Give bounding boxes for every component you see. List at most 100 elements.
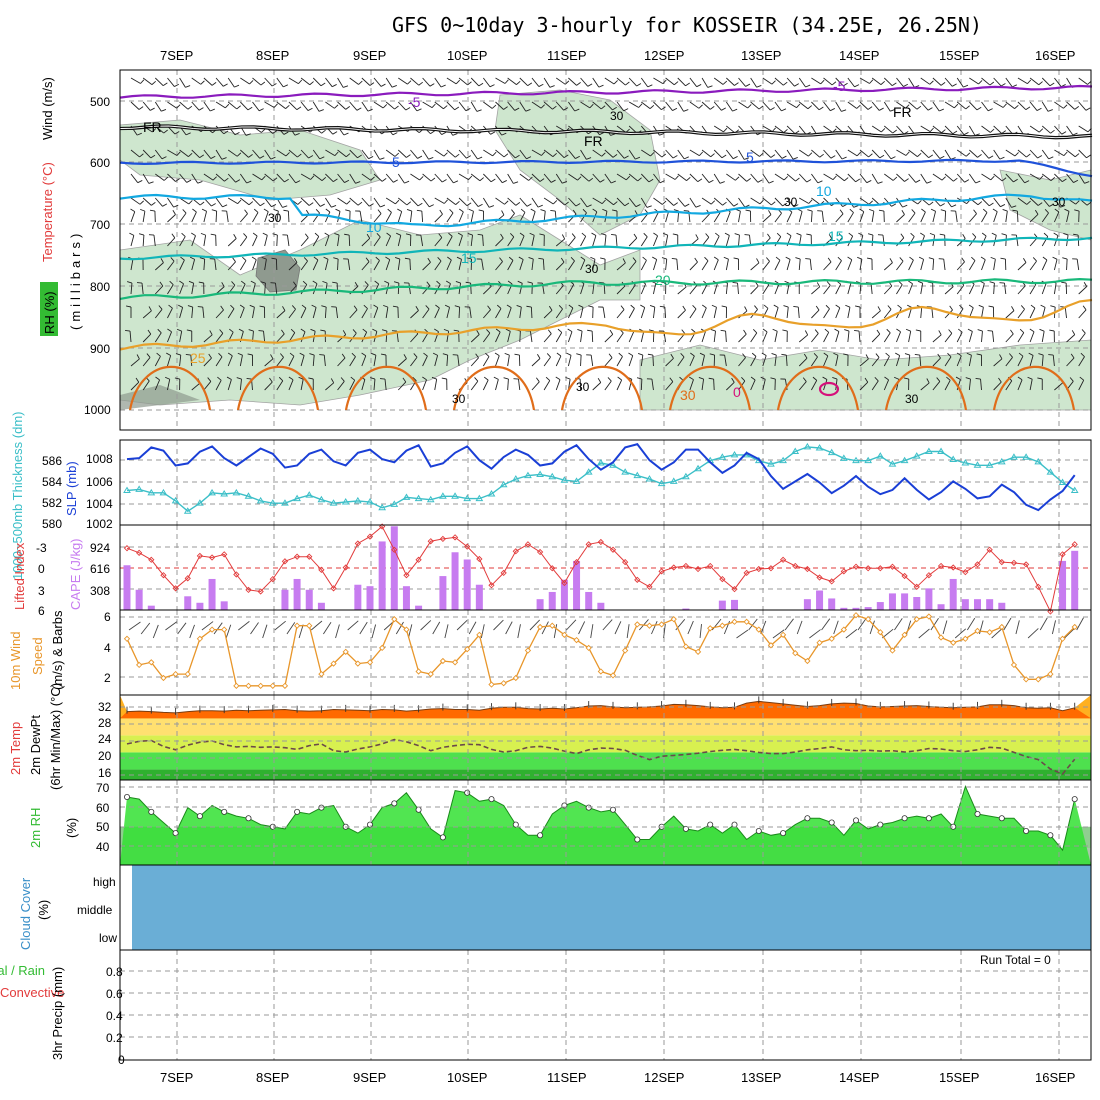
wind-barb xyxy=(762,261,770,271)
thickness-tick: 584 xyxy=(42,475,62,489)
wind-barb-feather xyxy=(478,82,484,87)
lifted-index-point xyxy=(136,549,143,556)
cape-bar xyxy=(682,608,690,610)
wind-barb-feather xyxy=(662,232,668,236)
wind-barb-feather xyxy=(630,304,635,309)
wind-barb xyxy=(373,307,379,319)
wind-barb-feather xyxy=(721,305,727,308)
wind-speed-point xyxy=(524,647,532,654)
wind-barb-feather xyxy=(1083,281,1088,287)
wind-barb xyxy=(774,236,782,247)
lifted-index-line xyxy=(126,525,1076,614)
wind-barb-feather xyxy=(796,232,802,236)
wind-barb xyxy=(1029,77,1040,86)
wind-barb-feather xyxy=(653,232,658,237)
wind-barb xyxy=(993,358,1003,367)
wind-barb-feather xyxy=(563,107,569,111)
wind10m-barb xyxy=(942,620,948,635)
wind10m-barb xyxy=(1051,620,1056,635)
wind-barb xyxy=(385,173,394,183)
wind-barb-feather xyxy=(807,209,813,212)
cape-bar xyxy=(184,596,192,610)
wind-barb-feather xyxy=(278,376,284,382)
wind-barb xyxy=(750,77,758,88)
lifted-index-point xyxy=(901,572,908,580)
lifted-index-point xyxy=(269,575,276,583)
wind-barb-feather xyxy=(352,329,357,334)
wind-barb-feather xyxy=(404,257,410,260)
wind-speed-point xyxy=(694,648,702,655)
contour-label-15: 15 xyxy=(461,250,477,266)
rh-point xyxy=(1023,828,1030,835)
cape-bar xyxy=(876,602,884,610)
wind-barb-feather xyxy=(549,85,555,88)
wind-barb-feather xyxy=(751,352,757,357)
wind-barb-feather xyxy=(928,154,934,159)
thickness-point xyxy=(511,475,520,482)
thickness-point xyxy=(669,477,678,484)
wind-barb-feather xyxy=(439,209,443,215)
wind-barb xyxy=(835,283,842,295)
wind-barb-feather xyxy=(162,82,168,87)
wind-barb-feather xyxy=(465,108,471,112)
wind-barb xyxy=(665,259,668,271)
wind-speed-point xyxy=(172,670,179,678)
wind-barb-feather xyxy=(698,376,704,380)
wind-barb-feather xyxy=(899,257,904,262)
wind-barb-feather xyxy=(623,108,629,112)
wind-barb-feather xyxy=(377,209,382,214)
wind-barb xyxy=(882,235,885,247)
wind-barb-feather xyxy=(833,352,839,356)
wind-barb xyxy=(676,259,679,271)
thickness-point xyxy=(572,477,581,484)
thickness-point xyxy=(135,485,144,492)
wind-barb-feather xyxy=(889,258,893,263)
wind-barb-feather xyxy=(868,200,873,205)
thickness-point xyxy=(621,468,630,475)
wind-barb-feather xyxy=(648,178,654,183)
contour-label-30: 30 xyxy=(680,387,696,403)
wind-barb xyxy=(859,211,865,223)
wind-barb-feather xyxy=(298,79,303,84)
wind-barb-feather xyxy=(759,152,764,157)
wind-barb xyxy=(325,173,334,182)
wind-barb-feather xyxy=(427,257,431,263)
wind-barb xyxy=(883,77,893,86)
wind-barb-feather xyxy=(248,329,254,332)
wind-barb-feather xyxy=(575,203,581,207)
date-label: 7SEP xyxy=(160,48,193,63)
wind-barb-feather xyxy=(261,175,266,181)
wind-barb xyxy=(555,101,564,111)
temp2m-series xyxy=(120,695,1091,780)
rh-contour-label: 30 xyxy=(784,195,798,209)
wind-barb-feather xyxy=(613,80,618,85)
wind-barb xyxy=(823,332,830,343)
wind-barb-feather xyxy=(880,80,885,85)
wind-barb xyxy=(823,101,831,111)
side-label-convective: Convective xyxy=(0,985,64,1000)
thickness-point xyxy=(183,507,192,514)
wind-barb-feather xyxy=(708,377,714,380)
wind-barb xyxy=(628,197,637,207)
wind-barb-feather xyxy=(886,328,891,334)
wind-barb xyxy=(203,211,207,223)
wind-barb xyxy=(482,197,490,208)
wind-barb-feather xyxy=(346,200,351,205)
wind-barb xyxy=(835,101,842,112)
cape-tick: 308 xyxy=(90,584,110,598)
wind-barb-feather xyxy=(567,328,573,332)
wind-barb-feather xyxy=(147,329,152,335)
wind-barb xyxy=(1005,173,1014,183)
lifted-index-point xyxy=(707,562,714,570)
wind-barb xyxy=(956,331,963,343)
wind-barb xyxy=(956,284,965,295)
wind-barb-feather xyxy=(781,155,787,159)
side-label-cloud: Cloud Cover xyxy=(18,877,33,950)
wind-barb xyxy=(908,259,914,271)
wind-barb-feather xyxy=(527,281,533,284)
wind-barb-feather xyxy=(465,281,471,284)
wind-barb-feather xyxy=(773,304,779,308)
thickness-point xyxy=(1058,478,1067,485)
wind-barb xyxy=(410,173,420,181)
wind-barb xyxy=(932,77,942,86)
